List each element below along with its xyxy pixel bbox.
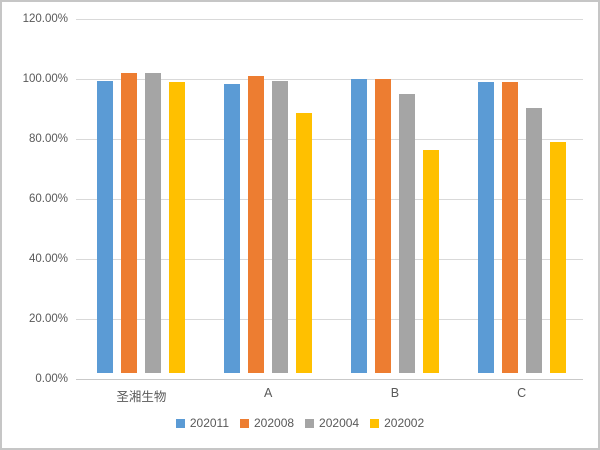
bar-202011-C (477, 82, 494, 373)
bar-202011-A (224, 83, 241, 373)
legend: 202011 202008 202004 202002 (2, 416, 598, 430)
bar-202004-B (398, 94, 415, 373)
bar-202008-A (248, 76, 265, 373)
bar-202004-圣湘生物 (145, 73, 162, 373)
legend-label: 202002 (384, 416, 425, 430)
bar-202011-B (350, 79, 367, 373)
bar-202002-圣湘生物 (169, 82, 186, 373)
bar-202002-B (422, 150, 439, 373)
bar-202004-C (525, 108, 542, 373)
y-tick-label-60: 60.00% (28, 193, 68, 205)
legend-item-202002: 202002 (370, 416, 424, 430)
legend-swatch-icon (175, 418, 185, 428)
bar-202008-B (374, 79, 391, 373)
legend-label: 202011 (189, 416, 229, 430)
legend-item-202011: 202011 (175, 416, 229, 430)
gridline-60 (76, 199, 583, 200)
x-category-label-2: A (263, 386, 273, 400)
x-category-label-1: 圣湘生物 (116, 390, 167, 404)
y-tick-label-100: 100.00% (22, 73, 68, 85)
legend-swatch-icon (305, 418, 315, 428)
legend-item-202008: 202008 (240, 416, 294, 430)
legend-swatch-icon (240, 418, 249, 428)
gridline-40 (76, 259, 583, 260)
legend-item-202004: 202004 (305, 416, 359, 430)
x-category-label-4: C (517, 386, 527, 400)
bar-202002-C (549, 142, 566, 373)
gridline-120 (76, 19, 583, 20)
bar-202002-A (296, 112, 313, 373)
legend-label: 202008 (254, 416, 295, 430)
x-axis-line (76, 379, 583, 380)
bar-202008-圣湘生物 (121, 73, 138, 373)
bar-202011-圣湘生物 (97, 80, 114, 373)
legend-swatch-icon (370, 418, 380, 428)
bar-202008-C (501, 82, 518, 373)
y-tick-label-20: 20.00% (28, 313, 68, 325)
y-tick-label-80: 80.00% (28, 133, 68, 145)
gridline-100 (76, 79, 583, 80)
x-category-label-3: B (390, 386, 400, 400)
y-tick-label-120: 120.00% (22, 13, 68, 25)
gridline-20 (76, 319, 583, 320)
legend-label: 202004 (319, 416, 360, 430)
gridline-80 (76, 139, 583, 140)
y-tick-label-40: 40.00% (28, 253, 68, 265)
y-tick-label-0: 0.00% (35, 373, 68, 385)
bar-202004-A (272, 81, 289, 373)
